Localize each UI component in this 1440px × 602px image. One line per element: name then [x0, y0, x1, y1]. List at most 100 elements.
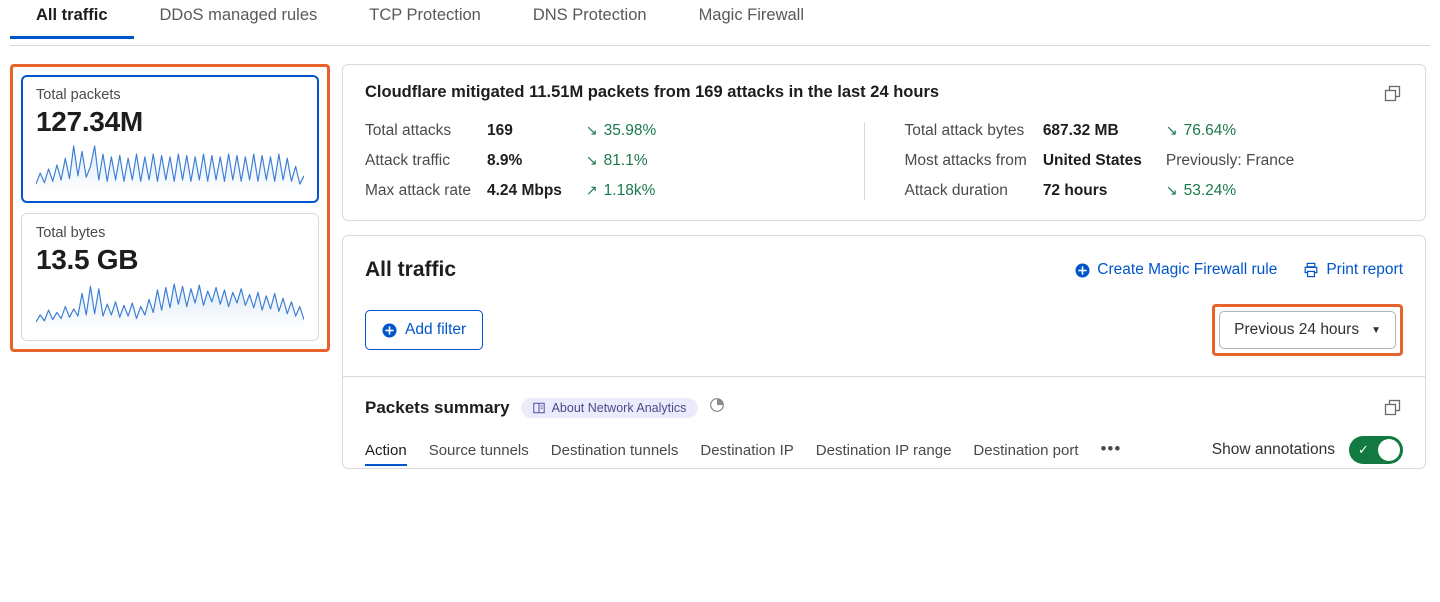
sparkline-svg — [36, 283, 304, 332]
subtab-destination-port[interactable]: Destination port — [973, 442, 1078, 466]
about-network-analytics-badge[interactable]: About Network Analytics — [520, 397, 699, 418]
stat-value: 72 hours — [1042, 182, 1108, 199]
stat-delta-text: 35.98% — [603, 122, 657, 139]
stat-value: 687.32 MB — [1042, 122, 1119, 139]
subtab-label: Destination tunnels — [550, 441, 679, 459]
copy-icon[interactable] — [1382, 397, 1403, 418]
packets-summary-title-group: Packets summary About Network Analytics — [365, 397, 725, 418]
stat-value: 8.9% — [486, 152, 523, 169]
stat-delta-text: 1.18k% — [603, 182, 656, 199]
tab-dns-protection[interactable]: DNS Protection — [507, 0, 673, 39]
stat-delta: Previously: France — [1166, 152, 1403, 170]
pie-chart-icon[interactable] — [709, 397, 725, 418]
subtab-source-tunnels[interactable]: Source tunnels — [429, 442, 529, 466]
toggle-knob — [1378, 439, 1400, 461]
page-body: Total packets 127.34M — [0, 46, 1440, 469]
show-annotations-control: Show annotations ✓ — [1212, 436, 1403, 468]
stat-key: Attack traffic — [365, 152, 450, 169]
metric-card-total-bytes[interactable]: Total bytes 13.5 GB — [21, 213, 319, 341]
panel-divider — [343, 376, 1425, 377]
stat-key: Total attacks — [365, 122, 452, 139]
tab-tcp-protection[interactable]: TCP Protection — [343, 0, 507, 39]
packets-summary-header: Packets summary About Network Analytics — [365, 397, 1403, 418]
metric-label: Total packets — [36, 87, 121, 103]
book-icon — [532, 402, 545, 413]
summary-stats-left: Total attacks 169 ↘ 35.98% Attack traffic… — [365, 122, 864, 200]
metric-rail: Total packets 127.34M — [0, 46, 340, 352]
traffic-header: All traffic Create Magic Firewall rule — [365, 258, 1403, 282]
subtab-label: Action — [365, 441, 407, 459]
stat-delta-text: 81.1% — [603, 152, 648, 169]
tab-label: DDoS managed rules — [159, 6, 318, 24]
plus-circle-icon — [382, 323, 397, 337]
show-annotations-label: Show annotations — [1211, 441, 1335, 458]
tab-ddos-managed-rules[interactable]: DDoS managed rules — [134, 0, 344, 39]
subtab-label: Destination IP range — [815, 441, 952, 459]
trend-down-icon: ↘ — [585, 122, 598, 138]
tab-all-traffic[interactable]: All traffic — [10, 0, 134, 39]
traffic-actions: Create Magic Firewall rule Print report — [1075, 261, 1403, 279]
filter-row: Add filter Previous 24 hours ▼ — [365, 304, 1403, 356]
summary-header: Cloudflare mitigated 11.51M packets from… — [365, 83, 1403, 104]
traffic-header-area: All traffic Create Magic Firewall rule — [343, 236, 1425, 376]
summary-stats-right: Total attack bytes 687.32 MB ↘ 76.64% Mos… — [863, 122, 1404, 200]
trend-down-icon: ↘ — [1165, 122, 1178, 138]
copy-icon[interactable] — [1382, 83, 1403, 104]
metric-cards-annotation: Total packets 127.34M — [10, 64, 330, 352]
subtab-destination-tunnels[interactable]: Destination tunnels — [551, 442, 679, 466]
stat-delta: ↘ 53.24% — [1166, 182, 1403, 200]
packets-summary-section: Packets summary About Network Analytics — [343, 377, 1425, 468]
show-annotations-toggle[interactable]: ✓ — [1349, 436, 1403, 464]
stat-delta: ↘ 81.1% — [586, 152, 864, 170]
subtab-destination-ip-range[interactable]: Destination IP range — [816, 442, 952, 466]
add-filter-label: Add filter — [405, 321, 467, 338]
stat-delta-text: 76.64% — [1183, 122, 1237, 139]
time-range-dropdown[interactable]: Previous 24 hours ▼ — [1219, 311, 1396, 349]
stat-delta-text: 53.24% — [1183, 182, 1237, 199]
pie-chart-icon-svg — [710, 398, 725, 412]
packets-summary-title: Packets summary — [365, 397, 510, 417]
stat-value: 4.24 Mbps — [486, 182, 562, 199]
stat-delta-text: Previously: France — [1165, 152, 1295, 169]
tab-label: Magic Firewall — [698, 6, 804, 24]
subtab-label: Destination IP — [700, 441, 794, 459]
copy-icon-svg — [1384, 85, 1401, 102]
check-icon: ✓ — [1358, 442, 1369, 457]
metric-card-total-packets[interactable]: Total packets 127.34M — [21, 75, 319, 203]
summary-stats: Total attacks 169 ↘ 35.98% Attack traffic… — [365, 122, 1403, 200]
tab-label: DNS Protection — [532, 6, 647, 24]
subtabs-overflow-button[interactable]: ••• — [1100, 438, 1122, 458]
total-bytes-sparkline — [36, 280, 304, 332]
tab-label: TCP Protection — [369, 6, 481, 24]
time-range-annotation: Previous 24 hours ▼ — [1212, 304, 1403, 356]
link-label: Create Magic Firewall rule — [1097, 261, 1278, 278]
stat-delta: ↗ 1.18k% — [586, 182, 864, 200]
trend-up-icon: ↗ — [585, 182, 598, 198]
summary-headline: Cloudflare mitigated 11.51M packets from… — [365, 83, 940, 101]
stat-delta: ↘ 76.64% — [1166, 122, 1403, 140]
stat-key: Max attack rate — [365, 182, 471, 199]
subtab-action[interactable]: Action — [365, 442, 407, 466]
subtab-destination-ip[interactable]: Destination IP — [700, 442, 793, 466]
metric-label: Total bytes — [36, 225, 106, 241]
tab-label: All traffic — [36, 6, 108, 24]
stat-key: Most attacks from — [904, 152, 1027, 169]
print-report-link[interactable]: Print report — [1303, 261, 1403, 279]
all-traffic-panel: All traffic Create Magic Firewall rule — [342, 235, 1426, 469]
subtab-label: Source tunnels — [428, 441, 529, 459]
subtab-label: Destination port — [973, 441, 1079, 459]
page-title: All traffic — [365, 258, 457, 281]
printer-icon — [1304, 262, 1318, 278]
main-content: Cloudflare mitigated 11.51M packets from… — [340, 46, 1440, 469]
create-magic-firewall-rule-link[interactable]: Create Magic Firewall rule — [1075, 261, 1277, 279]
metric-value: 127.34M — [36, 106, 143, 137]
badge-label: About Network Analytics — [551, 400, 687, 415]
total-packets-sparkline — [36, 142, 304, 194]
add-filter-button[interactable]: Add filter — [365, 310, 484, 350]
trend-down-icon: ↘ — [1165, 182, 1178, 198]
primary-tabbar: All traffic DDoS managed rules TCP Prote… — [0, 0, 1440, 46]
tab-magic-firewall[interactable]: Magic Firewall — [673, 0, 830, 39]
plus-circle-icon — [1075, 263, 1090, 277]
stat-key: Total attack bytes — [904, 122, 1025, 139]
sparkline-svg — [36, 145, 304, 194]
